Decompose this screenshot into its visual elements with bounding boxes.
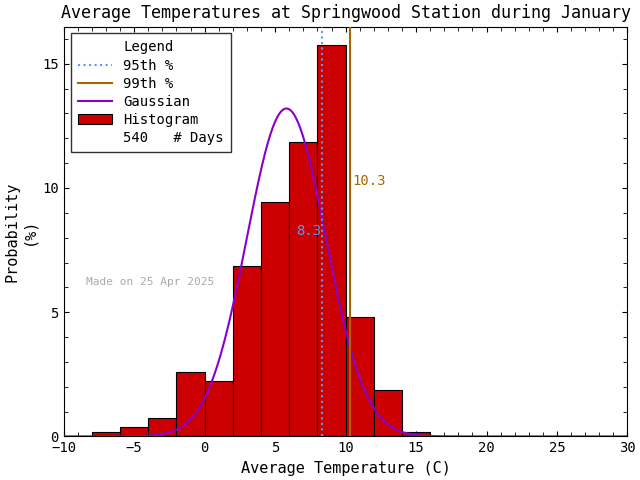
Text: 10.3: 10.3 [353, 175, 386, 189]
Bar [261, 202, 289, 436]
Bar [317, 46, 346, 436]
Bar [205, 381, 233, 436]
Legend: Legend, 95th %, 99th %, Gaussian, Histogram, 540   # Days: Legend, 95th %, 99th %, Gaussian, Histog… [70, 34, 231, 152]
Text: Made on 25 Apr 2025: Made on 25 Apr 2025 [86, 277, 214, 287]
Bar [177, 372, 205, 436]
X-axis label: Average Temperature (C): Average Temperature (C) [241, 461, 451, 476]
Title: Average Temperatures at Springwood Station during January: Average Temperatures at Springwood Stati… [61, 4, 630, 22]
Bar [374, 390, 402, 436]
Bar [92, 432, 120, 436]
Bar [289, 142, 317, 436]
Bar [233, 266, 261, 436]
Bar [148, 418, 177, 436]
Text: 8.3: 8.3 [296, 224, 321, 238]
Bar [120, 427, 148, 436]
Bar [402, 432, 430, 436]
Bar [346, 317, 374, 436]
Y-axis label: Probability
(%): Probability (%) [4, 181, 36, 282]
